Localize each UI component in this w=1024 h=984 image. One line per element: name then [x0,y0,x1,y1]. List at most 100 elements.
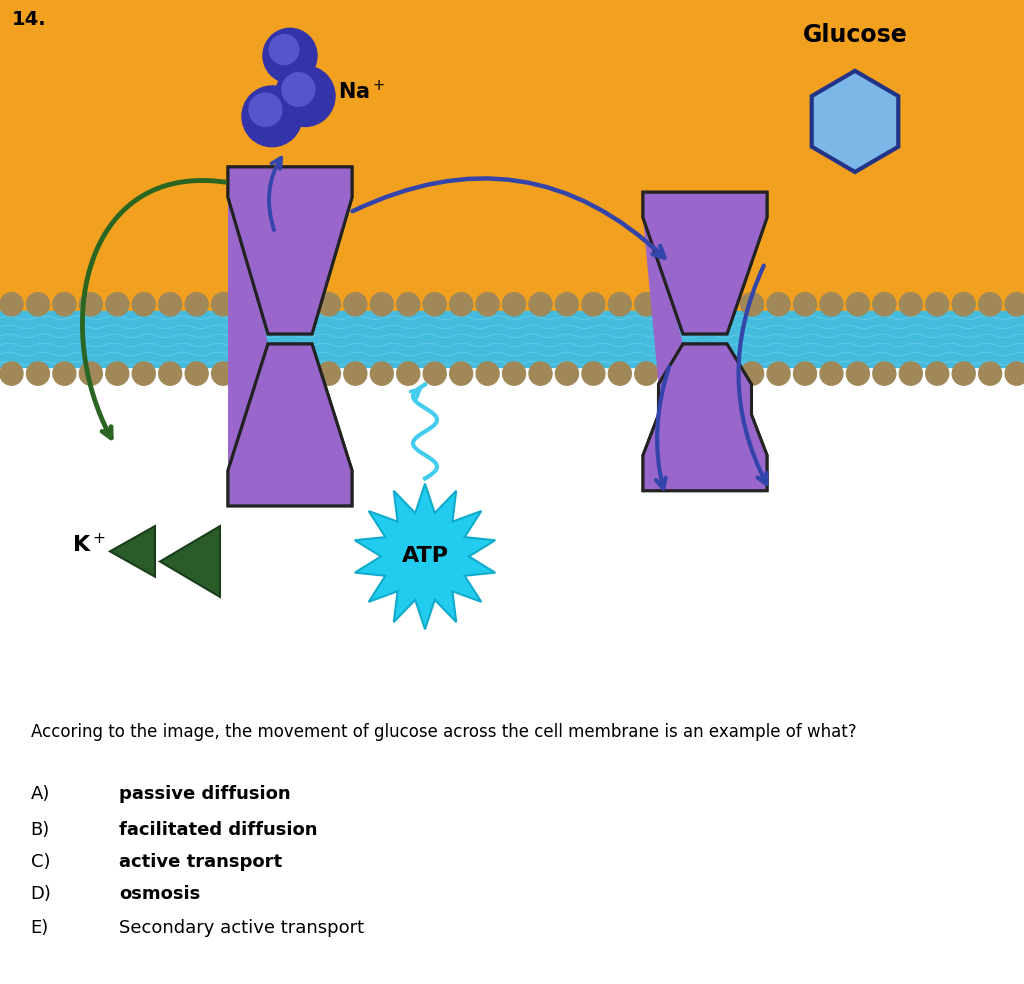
Polygon shape [643,192,767,491]
Circle shape [608,362,632,385]
Circle shape [317,292,340,316]
Text: A): A) [31,785,50,803]
Polygon shape [643,192,767,334]
Circle shape [899,362,923,385]
Circle shape [555,362,579,385]
Circle shape [27,292,49,316]
Text: D): D) [31,886,51,903]
Circle shape [662,362,684,385]
Text: C): C) [31,853,50,871]
Circle shape [662,292,684,316]
Circle shape [249,92,282,126]
Text: Secondary active transport: Secondary active transport [119,919,365,938]
Circle shape [872,362,896,385]
Polygon shape [228,344,352,506]
Circle shape [264,362,288,385]
Circle shape [242,86,302,147]
Circle shape [767,292,791,316]
Circle shape [159,292,181,316]
Circle shape [582,292,605,316]
Circle shape [608,292,632,316]
Polygon shape [160,526,220,597]
Circle shape [740,362,764,385]
Circle shape [105,292,129,316]
Circle shape [794,362,816,385]
Bar [0,359,1024,718]
Circle shape [740,292,764,316]
Bar [0,311,1024,367]
Circle shape [529,292,552,316]
Circle shape [952,362,975,385]
Circle shape [264,292,288,316]
Circle shape [503,292,525,316]
Circle shape [979,292,1001,316]
Circle shape [269,34,299,65]
Circle shape [714,362,737,385]
Circle shape [476,362,499,385]
Circle shape [899,292,923,316]
Circle shape [291,362,314,385]
Circle shape [714,292,737,316]
Circle shape [185,292,208,316]
Circle shape [275,66,335,127]
Text: 14.: 14. [12,10,47,30]
Circle shape [847,292,869,316]
Polygon shape [643,192,767,334]
Circle shape [688,362,711,385]
Circle shape [450,292,473,316]
Circle shape [344,292,367,316]
Bar [0,0,1024,359]
Circle shape [212,362,234,385]
Circle shape [582,362,605,385]
Polygon shape [228,344,352,506]
Circle shape [794,292,816,316]
Text: Na$^+$: Na$^+$ [338,80,385,102]
Circle shape [27,362,49,385]
Circle shape [79,362,102,385]
Circle shape [476,292,499,316]
Circle shape [53,292,76,316]
Circle shape [635,292,657,316]
Circle shape [1006,292,1024,316]
Circle shape [291,292,314,316]
Circle shape [396,362,420,385]
Circle shape [423,362,446,385]
Circle shape [635,362,657,385]
Text: ATP: ATP [401,546,449,567]
Circle shape [555,292,579,316]
Circle shape [450,362,473,385]
Circle shape [847,362,869,385]
Circle shape [371,362,393,385]
Circle shape [820,362,843,385]
Polygon shape [110,526,155,577]
Circle shape [0,362,23,385]
Polygon shape [228,167,352,506]
Circle shape [317,362,340,385]
Circle shape [926,362,949,385]
Text: B): B) [31,821,50,838]
Circle shape [238,292,261,316]
Circle shape [132,362,156,385]
Text: osmosis: osmosis [119,886,201,903]
Circle shape [371,292,393,316]
Polygon shape [228,167,352,334]
Circle shape [132,292,156,316]
Circle shape [212,292,234,316]
Circle shape [952,292,975,316]
Circle shape [79,292,102,316]
Circle shape [185,362,208,385]
Circle shape [926,292,949,316]
Text: K$^+$: K$^+$ [72,532,105,556]
Polygon shape [354,483,496,630]
Circle shape [238,362,261,385]
Circle shape [263,29,317,83]
Text: Accoring to the image, the movement of glucose across the cell membrane is an ex: Accoring to the image, the movement of g… [31,723,856,741]
Text: facilitated diffusion: facilitated diffusion [119,821,317,838]
Text: E): E) [31,919,49,938]
Circle shape [767,362,791,385]
Circle shape [344,362,367,385]
Circle shape [159,362,181,385]
Text: active transport: active transport [119,853,283,871]
Circle shape [820,292,843,316]
Circle shape [282,73,315,106]
